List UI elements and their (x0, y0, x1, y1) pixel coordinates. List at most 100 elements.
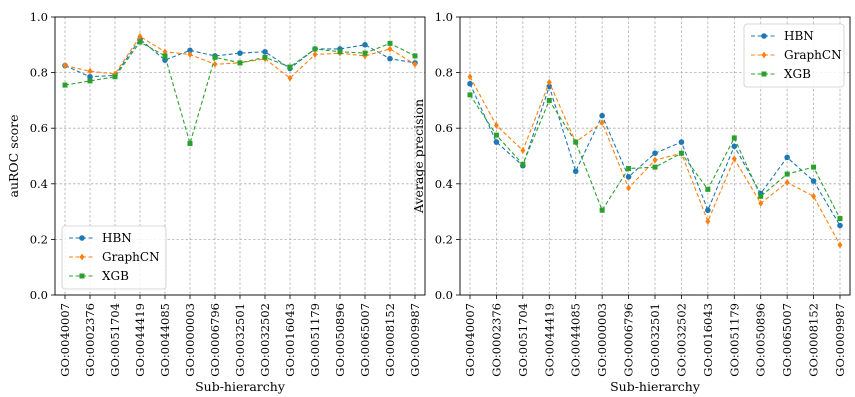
y-tick-label: 1.0 (435, 10, 453, 24)
x-axis-label: Sub-hierarchy (195, 379, 286, 394)
series-xgb (467, 92, 843, 222)
marker-circle (79, 235, 85, 241)
marker-square (599, 207, 605, 213)
x-tick-label: GO:0051179 (308, 303, 322, 377)
legend-label: HBN (102, 231, 132, 245)
marker-square (137, 39, 143, 45)
marker-diamond (493, 122, 499, 129)
marker-square (546, 97, 552, 103)
marker-square (87, 78, 93, 84)
marker-circle (572, 168, 579, 175)
legend-box (743, 23, 845, 88)
x-tick-label: GO:0002376 (489, 303, 503, 377)
x-tick-label: GO:0000003 (595, 303, 609, 377)
legend: HBN GraphCN XGB (743, 23, 845, 88)
marker-diamond (758, 199, 764, 207)
marker-circle (262, 48, 268, 55)
marker-circle (162, 57, 168, 63)
series-xgb (62, 39, 418, 146)
marker-square (112, 74, 118, 80)
chart-panel-2: 0.0 0.2 0.4 0.6 0.8 1.0 GO:0040007 GO:0002376 GO… (411, 10, 851, 394)
marker-square (758, 193, 764, 199)
marker-square (837, 216, 843, 222)
marker-square (162, 53, 168, 59)
marker-circle (705, 207, 711, 214)
marker-diamond (652, 156, 658, 164)
x-tick-label: GO:0002376 (83, 303, 97, 377)
marker-diamond (187, 51, 193, 58)
legend: HBN GraphCN XGB (61, 225, 167, 290)
marker-diamond (626, 184, 632, 192)
y-tick-label: 0.0 (30, 288, 48, 302)
x-axis-label: Sub-hierarchy (610, 379, 701, 394)
marker-diamond (412, 60, 418, 68)
x-tick-label: GO:0009987 (408, 303, 422, 377)
x-tick-label: GO:0044085 (158, 303, 172, 377)
x-tick-label: GO:0050896 (754, 303, 768, 377)
marker-square (62, 82, 68, 88)
marker-square (493, 132, 499, 138)
marker-circle (731, 143, 738, 150)
marker-square (79, 273, 85, 279)
y-axis-label: auROC score (6, 114, 21, 197)
x-tick-label: GO:0040007 (58, 303, 72, 377)
x-tick-label: GO:0008152 (807, 303, 821, 377)
x-tick-label: GO:0032502 (674, 303, 688, 377)
marker-circle (546, 83, 553, 90)
y-axis-label: Average precision (411, 99, 426, 214)
x-tick-label: GO:0040007 (463, 303, 477, 377)
marker-diamond (546, 78, 552, 86)
y-tick-label: 0.4 (435, 177, 453, 191)
x-tick-label: GO:0000003 (183, 303, 197, 377)
marker-circle (362, 42, 368, 48)
marker-diamond (137, 33, 143, 40)
marker-square (237, 60, 243, 66)
marker-circle (237, 50, 243, 56)
legend-box (61, 225, 167, 290)
chart-panel-1: 0.0 0.2 0.4 0.6 0.8 1.0 GO:0040007 GO:0002376 GO… (6, 10, 426, 394)
marker-square (467, 92, 473, 98)
x-tick-label: GO:0051179 (727, 303, 741, 377)
marker-square (761, 71, 767, 77)
marker-diamond (811, 192, 817, 200)
y-tick-label: 1.0 (30, 10, 48, 24)
marker-square (287, 64, 293, 70)
marker-square (626, 166, 632, 172)
marker-square (652, 164, 658, 170)
marker-square (520, 161, 526, 167)
series-hbn (467, 80, 843, 229)
marker-diamond (62, 62, 68, 70)
marker-circle (467, 80, 473, 87)
x-tick-label: GO:0032501 (648, 303, 662, 377)
x-tick-label: GO:0016043 (283, 303, 297, 377)
marker-circle (761, 33, 767, 39)
x-tick-label: GO:0016043 (701, 303, 715, 377)
marker-diamond (837, 241, 843, 249)
legend-label: XGB (784, 67, 811, 81)
x-tick-label: GO:0044419 (133, 303, 147, 377)
marker-diamond (467, 73, 473, 81)
x-tick-label: GO:0050896 (333, 303, 347, 377)
marker-square (412, 53, 418, 59)
marker-square (387, 40, 393, 46)
marker-square (678, 150, 684, 156)
x-tick-label: GO:0009987 (833, 303, 847, 377)
y-tick-label: 0.4 (30, 177, 48, 191)
marker-diamond (312, 51, 318, 58)
marker-square (362, 50, 368, 56)
y-tick-label: 0.2 (30, 232, 48, 246)
marker-circle (810, 178, 817, 184)
x-tick-label: GO:0008152 (383, 303, 397, 377)
x-tick-label: GO:0006796 (622, 303, 636, 377)
x-tick-label: GO:0032502 (258, 303, 272, 377)
y-tick-label: 0.6 (435, 121, 453, 135)
marker-circle (599, 112, 605, 119)
marker-square (811, 164, 817, 170)
x-tick-label: GO:0051704 (516, 303, 530, 377)
marker-circle (652, 150, 658, 157)
legend-label: GraphCN (784, 48, 842, 62)
marker-circle (187, 47, 193, 54)
marker-square (731, 135, 737, 141)
marker-diamond (112, 70, 118, 78)
